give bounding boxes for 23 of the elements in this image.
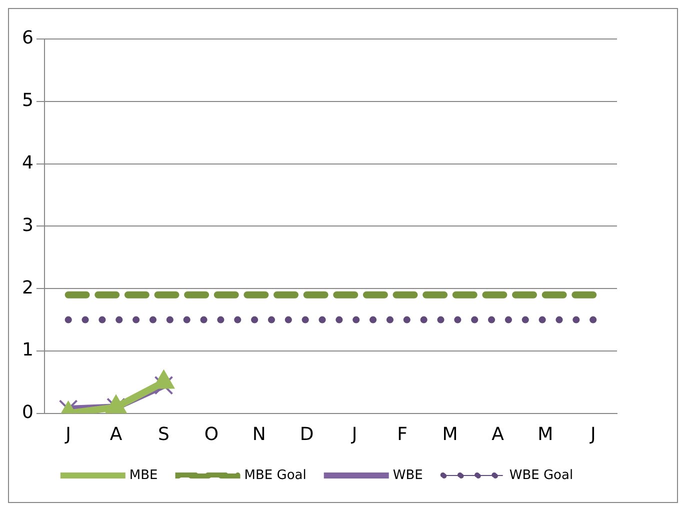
x-tick-label: D [300, 424, 314, 445]
x-tick-label: A [110, 424, 123, 445]
x-tick-label: J [589, 424, 596, 445]
y-tick-label: 0 [22, 402, 34, 424]
x-tick-label: S [158, 424, 170, 445]
y-tick-label: 5 [22, 90, 34, 112]
legend-label: MBE Goal [244, 468, 306, 483]
x-tick-label: N [252, 424, 266, 445]
legend-label: WBE [392, 468, 423, 483]
y-tick-label: 4 [22, 152, 34, 174]
x-tick-label: J [64, 424, 71, 445]
legend-label: MBE [129, 468, 158, 483]
y-tick-label: 6 [22, 28, 34, 49]
x-tick-label: A [492, 424, 505, 445]
x-tick-label: O [204, 424, 219, 445]
legend-label: WBE Goal [509, 468, 574, 483]
y-tick-label: 2 [22, 277, 34, 298]
x-tick-label: F [397, 424, 408, 445]
x-tick-label: J [350, 424, 358, 445]
y-tick-label: 1 [22, 340, 34, 361]
y-tick-label: 3 [22, 214, 34, 236]
x-tick-label: M [442, 424, 458, 445]
x-tick-label: M [538, 424, 554, 445]
